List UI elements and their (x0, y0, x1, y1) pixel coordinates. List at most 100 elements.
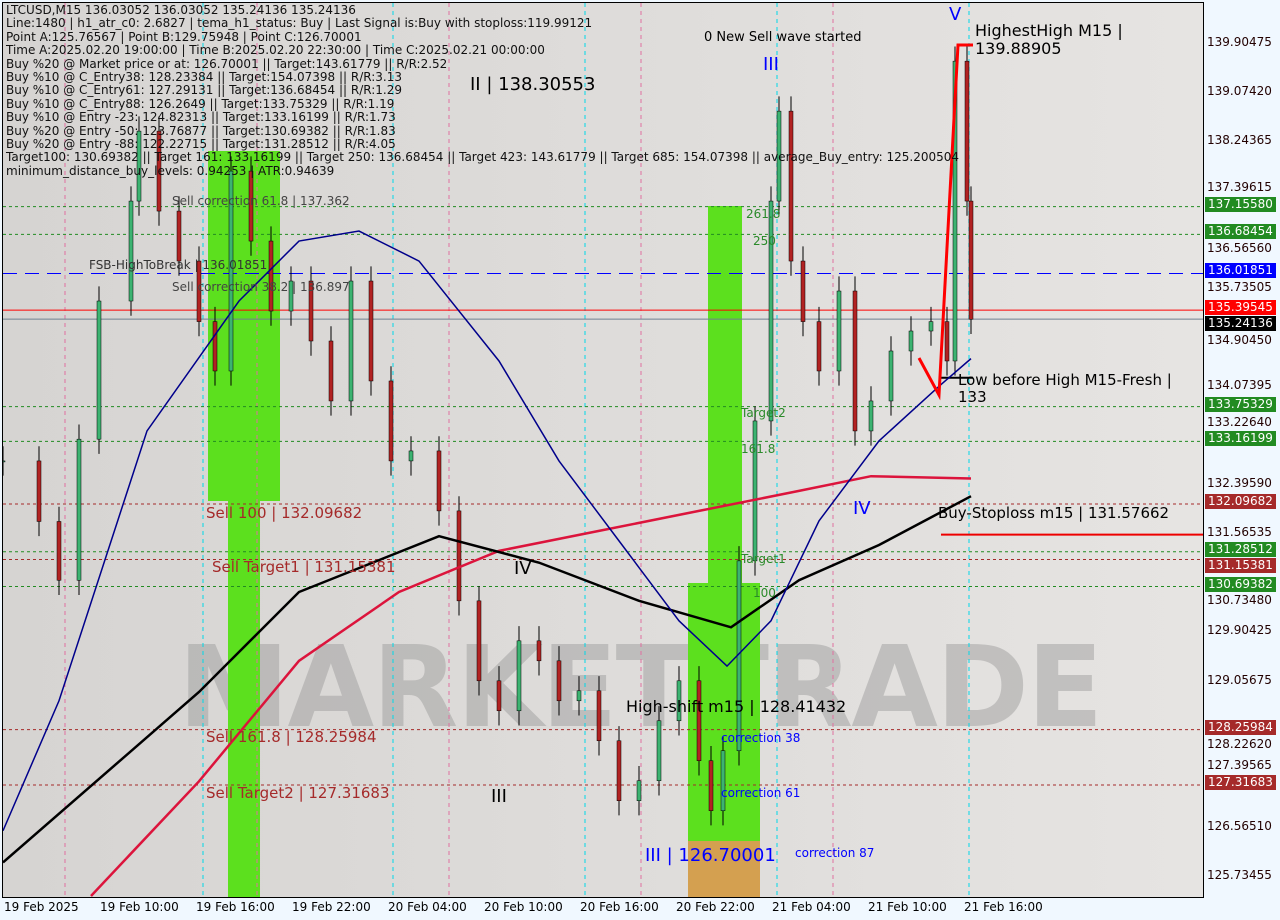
y-tick-label: 125.73455 (1207, 868, 1272, 883)
wave-v-line (917, 43, 973, 401)
candle-body (576, 690, 582, 702)
sell-correction-382-label: Sell correction 38.2 | 136.897 (172, 280, 350, 294)
price-tag: 133.75329 (1205, 396, 1276, 412)
price-tag: 136.01851 (1205, 263, 1276, 279)
high-shift-label: High-shift m15 | 128.41432 (626, 697, 847, 716)
ma-black-line (3, 495, 972, 864)
target-100-label: 100 (753, 586, 776, 600)
candle-body (696, 680, 702, 762)
candle-body (616, 740, 622, 801)
info-line: Buy %10 @ C_Entry61: 127.29131 || Target… (6, 83, 402, 98)
candle-body (308, 280, 314, 342)
wave-iii-black-label: III (491, 786, 507, 807)
x-tick-label: 20 Feb 04:00 (388, 900, 467, 914)
y-tick-label: 139.07420 (1207, 83, 1272, 98)
y-tick-label: 126.56510 (1207, 819, 1272, 834)
candle-body (928, 321, 934, 332)
candle-body (196, 260, 202, 322)
y-tick-label: 131.56535 (1207, 525, 1272, 540)
chart-svg (3, 3, 1203, 897)
candle-body (836, 290, 842, 372)
candle-body (676, 680, 682, 722)
candle-body (768, 200, 774, 422)
price-tag: 137.15580 (1205, 196, 1276, 212)
info-line: minimum_distance_buy_levels: 0.94253 | A… (6, 163, 335, 178)
zone-box (688, 841, 760, 897)
info-line: Time A:2025.02.20 19:00:00 | Time B:2025… (6, 43, 545, 58)
target-250-label: 250 (753, 234, 776, 248)
x-tick-label: 21 Feb 04:00 (772, 900, 851, 914)
candle-body (656, 720, 662, 781)
info-line: Buy %20 @ Entry -88: 122.22715 || Target… (6, 137, 396, 152)
x-tick-label: 20 Feb 22:00 (676, 900, 755, 914)
target2-label: Target2 (741, 406, 786, 420)
candle-body (248, 170, 254, 242)
chart-plot-area[interactable]: MARKETTRADE (2, 2, 1204, 898)
candle-body (636, 780, 642, 801)
candle-body (596, 690, 602, 742)
candle-body (944, 321, 950, 362)
price-tag: 132.09682 (1205, 494, 1276, 510)
price-tag: 133.16199 (1205, 431, 1276, 447)
low-before-high-label: Low before High M15-Fresh | 133 (958, 371, 1172, 406)
fsb-label: FSB-HighToBreak | 136.01851 (89, 258, 268, 272)
x-tick-label: 21 Feb 16:00 (964, 900, 1043, 914)
x-tick-label: 20 Feb 16:00 (580, 900, 659, 914)
info-panel: LTCUSD,M15 136.03052 136.03052 135.24136… (6, 3, 960, 178)
candle-body (3, 460, 6, 463)
candle-body (496, 680, 502, 712)
wave-v-label: V (949, 4, 962, 25)
candle-body (388, 380, 394, 462)
candle-body (56, 521, 62, 581)
sell-target1-label: Sell Target1 | 131.15381 (212, 558, 396, 576)
candle-body (556, 660, 562, 702)
candle-body (228, 170, 234, 372)
info-line: Buy %10 @ Entry -23: 124.82313 || Target… (6, 110, 396, 125)
candle-body (888, 350, 894, 402)
candle-body (708, 760, 714, 811)
candle-body (212, 321, 218, 372)
price-tag: 135.24136 (1205, 316, 1276, 332)
info-line: Buy %10 @ C_Entry88: 126.2649 || Target:… (6, 96, 395, 111)
candle-body (816, 321, 822, 372)
candle-body (964, 60, 970, 202)
candle-body (852, 290, 858, 432)
candle-body (288, 280, 294, 312)
correction-87-label: correction 87 (795, 846, 875, 860)
wave-iii-low-label: III | 126.70001 (645, 845, 776, 866)
y-tick-label: 135.73505 (1207, 280, 1272, 295)
candle-body (952, 60, 958, 362)
candle-body (868, 400, 874, 432)
correction-61-label: correction 61 (721, 786, 801, 800)
candle-body (328, 340, 334, 402)
wave-ii-label: II | 138.30553 (470, 74, 596, 95)
x-tick-label: 19 Feb 10:00 (100, 900, 179, 914)
candle-body (752, 420, 758, 562)
candle-body (476, 600, 482, 682)
correction-38-label: correction 38 (721, 731, 801, 745)
candle-body (76, 438, 82, 581)
y-tick-label: 134.90450 (1207, 332, 1272, 347)
candle-body (968, 200, 974, 320)
price-tag: 130.69382 (1205, 576, 1276, 592)
candle-body (156, 130, 162, 212)
y-tick-label: 128.22620 (1207, 736, 1272, 751)
price-tag: 128.25984 (1205, 719, 1276, 735)
price-tag: 131.28512 (1205, 541, 1276, 557)
candle-body (368, 280, 374, 382)
x-tick-label: 19 Feb 16:00 (196, 900, 275, 914)
target-1618-label: 161.8 (741, 442, 776, 456)
candle-body (456, 510, 462, 602)
candle-body (408, 450, 414, 462)
x-tick-label: 19 Feb 22:00 (292, 900, 371, 914)
sell161-label: Sell 161.8 | 128.25984 (206, 728, 377, 746)
candle-body (436, 450, 442, 512)
y-tick-label: 136.56560 (1207, 241, 1272, 256)
info-line: Target100: 130.69382 || Target 161: 133.… (6, 150, 960, 165)
candle-body (720, 750, 726, 811)
sell-correction-618-label: Sell correction 61.8 | 137.362 (172, 194, 350, 208)
wave-iii-label: III (763, 54, 779, 75)
y-tick-label: 137.39615 (1207, 180, 1272, 195)
x-tick-label: 20 Feb 10:00 (484, 900, 563, 914)
y-tick-label: 139.90475 (1207, 35, 1272, 49)
